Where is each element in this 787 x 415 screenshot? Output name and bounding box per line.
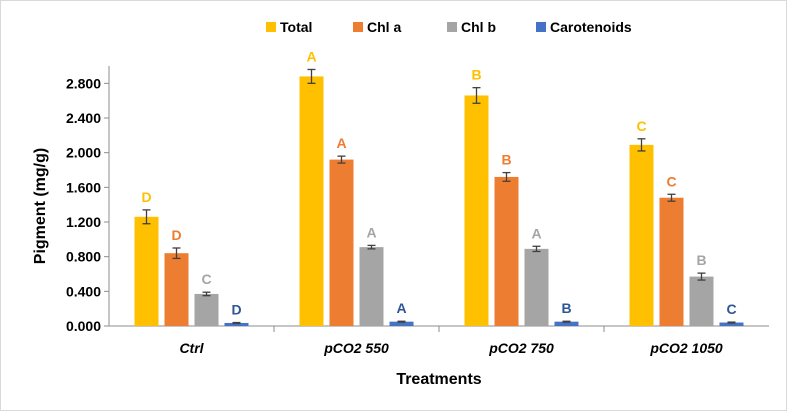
bar-chl-a — [494, 176, 519, 326]
significance-letter: A — [531, 225, 541, 241]
significance-letter: B — [471, 67, 481, 83]
y-tick-label: 0.400 — [66, 283, 101, 299]
significance-letter: D — [141, 189, 151, 205]
significance-letter: A — [396, 300, 406, 316]
bar-total — [134, 216, 159, 326]
bar-chl-a — [659, 197, 684, 326]
bar-chl-a — [329, 159, 354, 326]
significance-letter: B — [696, 252, 706, 268]
bar-carotenoids — [224, 322, 249, 326]
bar-total — [299, 76, 324, 327]
significance-letter: C — [666, 173, 676, 189]
bar-carotenoids — [554, 321, 579, 326]
legend-swatch — [266, 22, 276, 32]
significance-letter: B — [501, 152, 511, 168]
y-tick-label: 0.800 — [66, 249, 101, 265]
significance-letter: D — [231, 302, 241, 318]
legend-swatch — [536, 22, 546, 32]
bar-total — [464, 95, 489, 326]
y-axis-title: Pigment (mg/g) — [32, 148, 49, 264]
significance-letter: C — [636, 118, 646, 134]
significance-letter: A — [336, 135, 346, 151]
legend-label: Total — [280, 19, 312, 35]
bar-chl-a — [164, 253, 189, 326]
x-tick-label: pCO2 550 — [323, 340, 389, 356]
x-axis-title: Treatments — [396, 371, 481, 388]
y-tick-label: 0.000 — [66, 318, 101, 334]
y-tick-label: 1.200 — [66, 214, 101, 230]
legend-label: Chl a — [367, 19, 401, 35]
legend-swatch — [447, 22, 457, 32]
bar-carotenoids — [719, 322, 744, 326]
x-tick-label: pCO2 750 — [488, 340, 554, 356]
significance-letter: B — [561, 300, 571, 316]
significance-letter: D — [171, 227, 181, 243]
legend-label: Carotenoids — [550, 19, 632, 35]
bar-chl-b — [194, 293, 219, 326]
significance-letter: C — [726, 301, 736, 317]
y-tick-label: 1.600 — [66, 179, 101, 195]
bar-chl-b — [524, 248, 549, 326]
x-tick-label: pCO2 1050 — [649, 340, 723, 356]
y-tick-label: 2.400 — [66, 110, 101, 126]
bar-chl-b — [359, 247, 384, 326]
significance-letter: A — [306, 48, 316, 64]
bar-total — [629, 144, 654, 326]
significance-letter: A — [366, 224, 376, 240]
bar-carotenoids — [389, 321, 414, 326]
x-tick-label: Ctrl — [179, 340, 204, 356]
legend-label: Chl b — [461, 19, 496, 35]
y-tick-label: 2.800 — [66, 75, 101, 91]
y-tick-label: 2.000 — [66, 145, 101, 161]
significance-letter: C — [201, 271, 211, 287]
bar-chl-b — [689, 276, 714, 326]
legend-swatch — [353, 22, 363, 32]
